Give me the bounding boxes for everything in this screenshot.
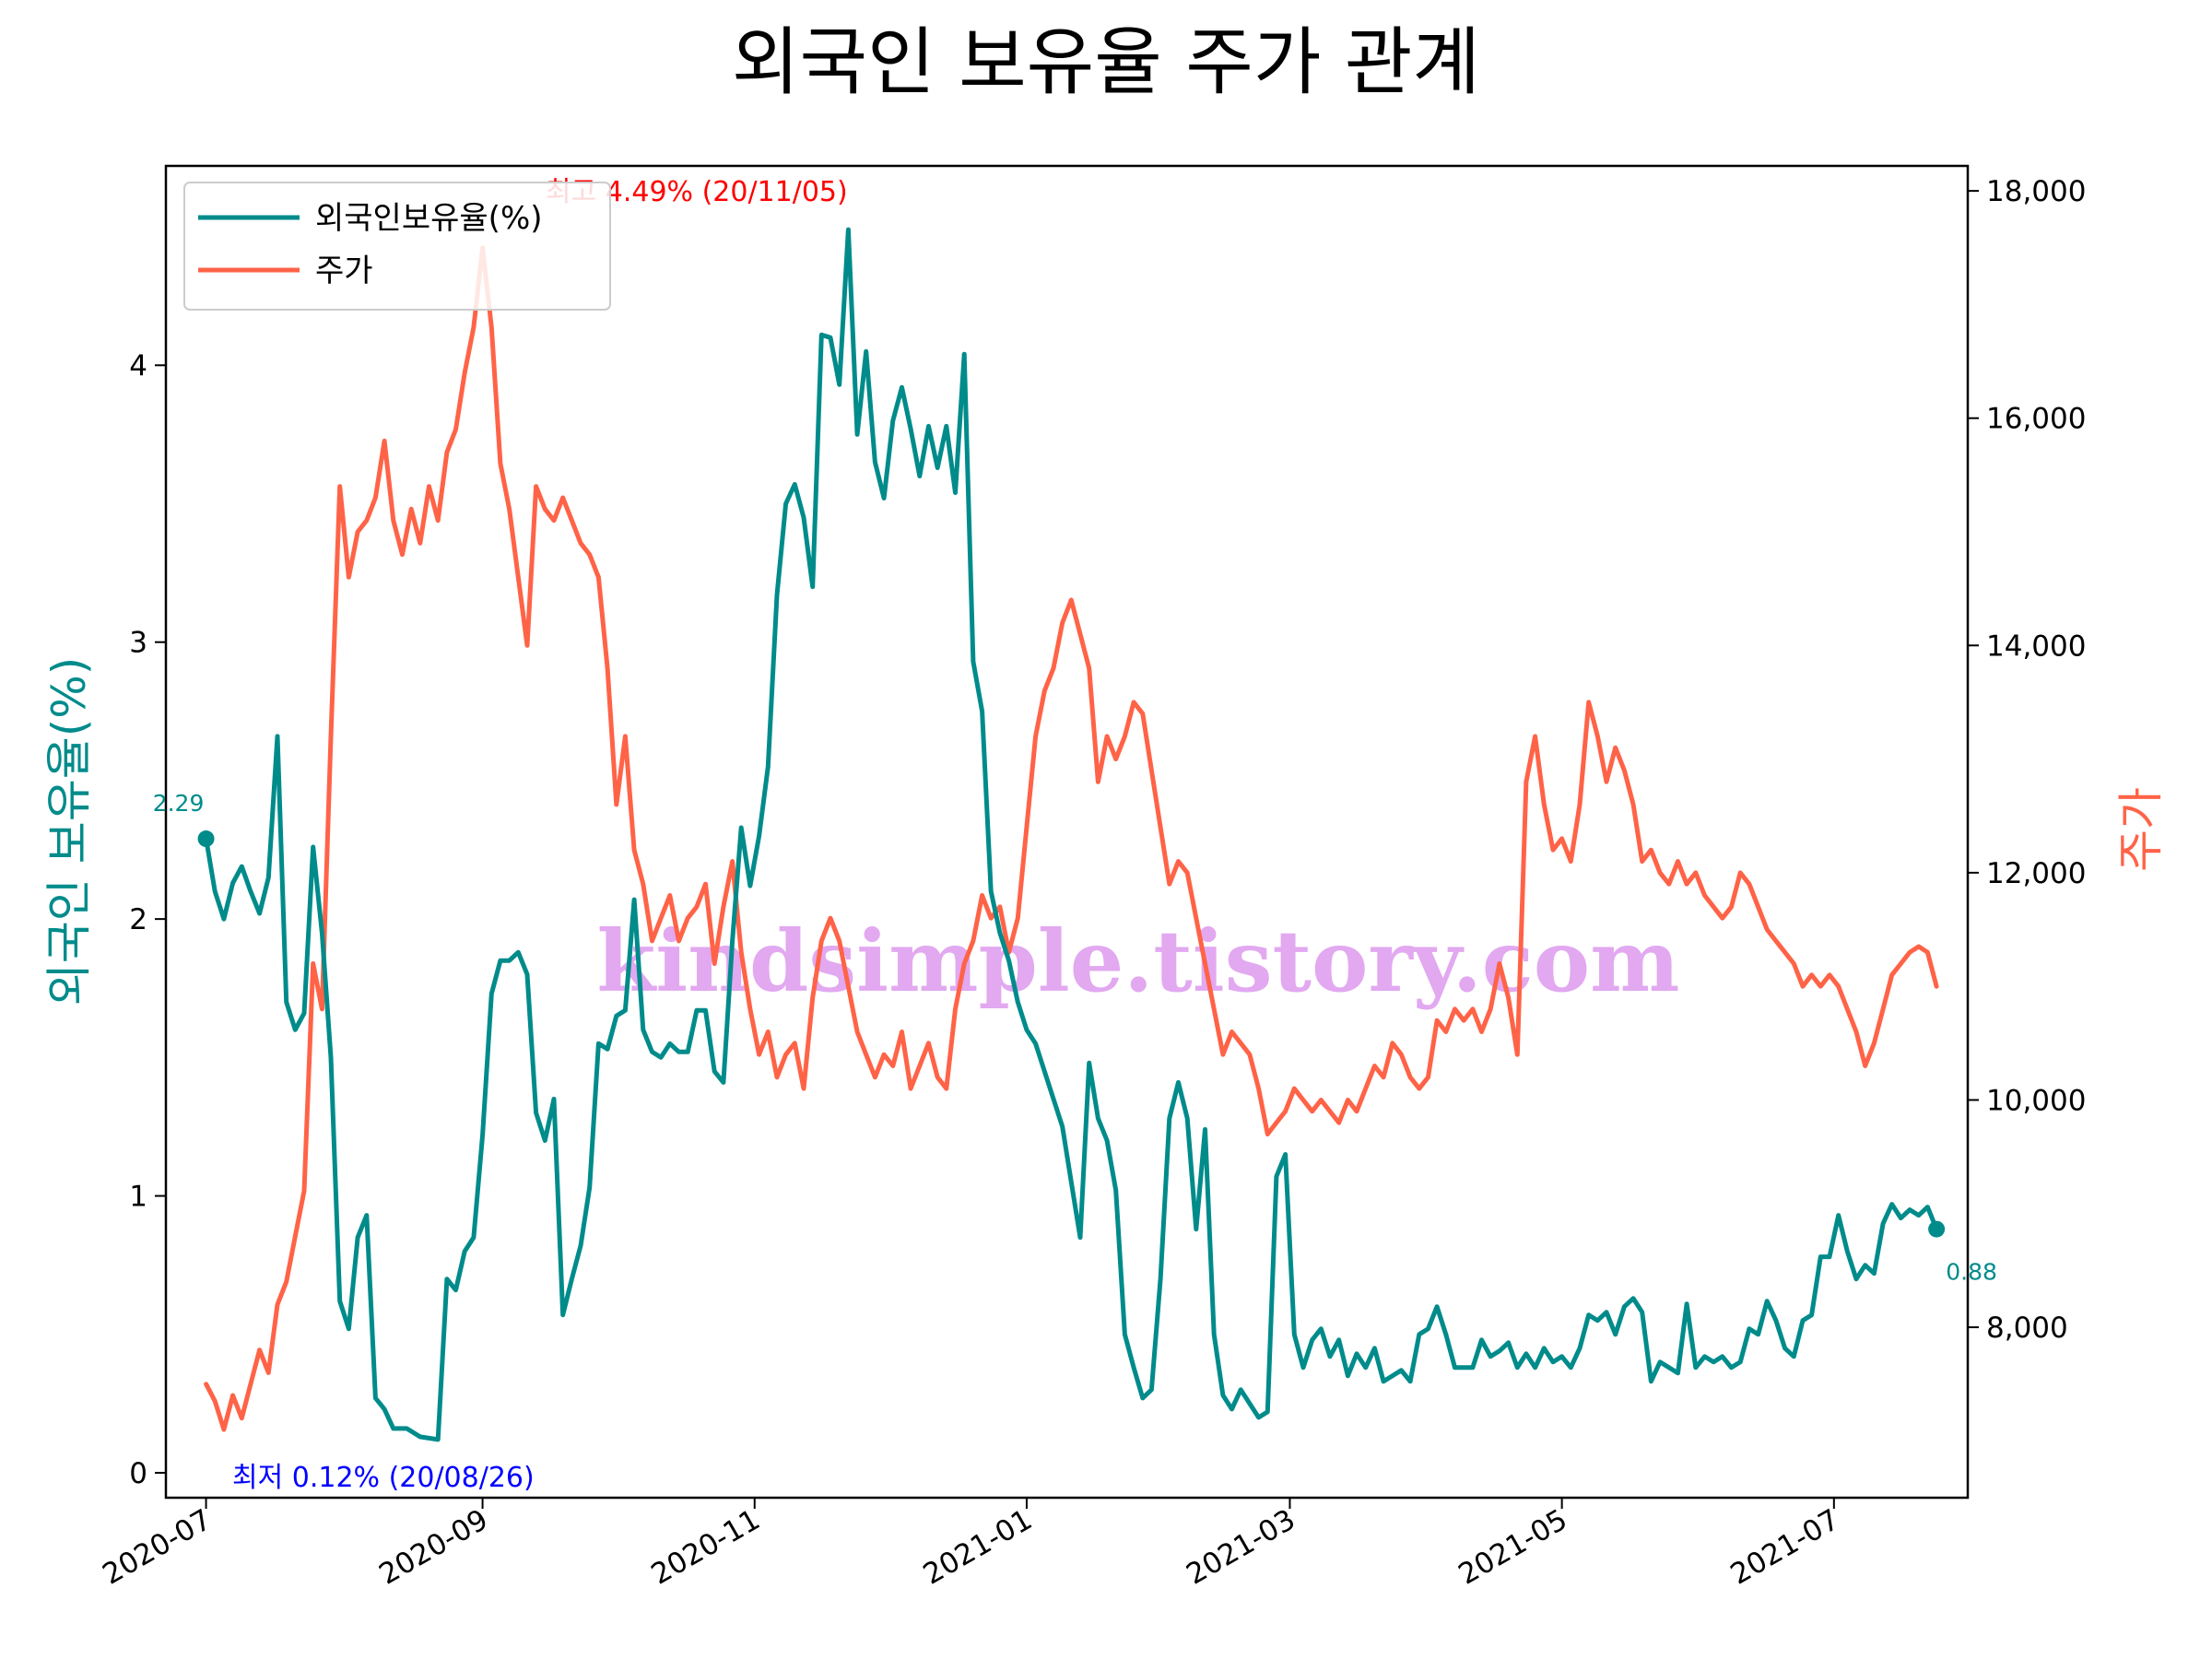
y-right-tick-label: 14,000 <box>1986 629 2086 663</box>
y-left-tick-label: 1 <box>129 1181 147 1214</box>
y-right-tick-label: 10,000 <box>1986 1084 2086 1117</box>
series-layer <box>204 227 1939 1442</box>
y-left-tick-label: 3 <box>129 627 147 660</box>
x-tick-label: 2021-05 <box>1453 1503 1572 1592</box>
x-tick-label: 2021-03 <box>1181 1503 1300 1592</box>
y-right-tick-label: 8,000 <box>1986 1312 2068 1345</box>
watermark: kindsimple.tistory.com <box>596 912 1679 1011</box>
y-left-tick-label: 2 <box>129 903 147 936</box>
y-right-tick-label: 16,000 <box>1986 403 2086 436</box>
legend-label-foreign-ratio: 외국인보유율(%) <box>315 200 543 237</box>
x-tick-label: 2021-01 <box>918 1503 1038 1592</box>
x-tick-label: 2021-07 <box>1725 1503 1845 1592</box>
series-line-price <box>204 245 1939 1432</box>
x-tick-label: 2020-11 <box>646 1503 766 1592</box>
min-label: 최저 0.12% (20/08/26) <box>232 1462 535 1494</box>
x-tick-label: 2020-09 <box>373 1503 493 1592</box>
start-value-label: 2.29 <box>153 790 205 817</box>
x-tick-label: 2020-07 <box>97 1503 217 1592</box>
y-left-tick-label: 4 <box>129 349 147 382</box>
legend-box <box>183 182 611 311</box>
chart-title: 외국인 보유율 주가 관계 <box>732 19 1480 105</box>
plot-area <box>164 164 1970 1500</box>
start-point-marker <box>197 830 215 848</box>
y-right-tick-label: 18,000 <box>1986 175 2086 208</box>
end-value-label: 0.88 <box>1946 1259 1997 1286</box>
legend-label-price: 주가 <box>315 253 373 289</box>
y-axis-left-label: 외국인 보유율(%) <box>42 657 96 1006</box>
y-right-tick-label: 12,000 <box>1986 857 2086 890</box>
series-line-foreign-ratio <box>204 227 1939 1442</box>
y-axis-right-label: 주가 <box>2114 787 2168 872</box>
end-point-marker <box>1928 1220 1946 1238</box>
ticks-layer: 2020-07 2020-09 2020-11 2021-01 2021-03 2021-… <box>97 175 2086 1592</box>
y-left-tick-label: 0 <box>129 1457 147 1490</box>
legend: 외국인보유율(%) 주가 <box>183 182 611 311</box>
